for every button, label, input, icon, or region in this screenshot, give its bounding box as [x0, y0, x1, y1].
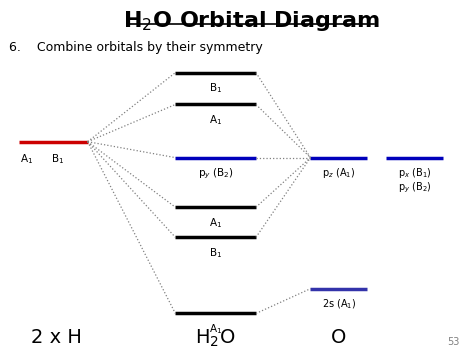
- Text: 6.    Combine orbitals by their symmetry: 6. Combine orbitals by their symmetry: [9, 41, 263, 54]
- Text: p$_y$ (B$_2$): p$_y$ (B$_2$): [198, 166, 234, 181]
- Text: A$_1$: A$_1$: [209, 216, 222, 230]
- Text: H$_2$O: H$_2$O: [195, 328, 236, 349]
- Text: B$_1$: B$_1$: [51, 152, 64, 166]
- Text: 2s (A$_1$): 2s (A$_1$): [322, 297, 356, 311]
- Text: B$_1$: B$_1$: [209, 81, 222, 95]
- Text: B$_1$: B$_1$: [209, 246, 222, 260]
- Text: A$_1$: A$_1$: [209, 322, 222, 336]
- Text: p$_y$ (B$_2$): p$_y$ (B$_2$): [398, 181, 432, 195]
- Text: p$_x$ (B$_1$): p$_x$ (B$_1$): [398, 166, 432, 180]
- Text: A$_1$: A$_1$: [209, 113, 222, 127]
- Text: p$_z$ (A$_1$): p$_z$ (A$_1$): [322, 166, 356, 180]
- Text: 53: 53: [447, 337, 460, 347]
- Text: O: O: [331, 328, 346, 346]
- Text: H$_2$O Orbital Diagram: H$_2$O Orbital Diagram: [123, 9, 380, 33]
- Text: A$_1$: A$_1$: [20, 152, 33, 166]
- Text: 2 x H: 2 x H: [31, 328, 82, 346]
